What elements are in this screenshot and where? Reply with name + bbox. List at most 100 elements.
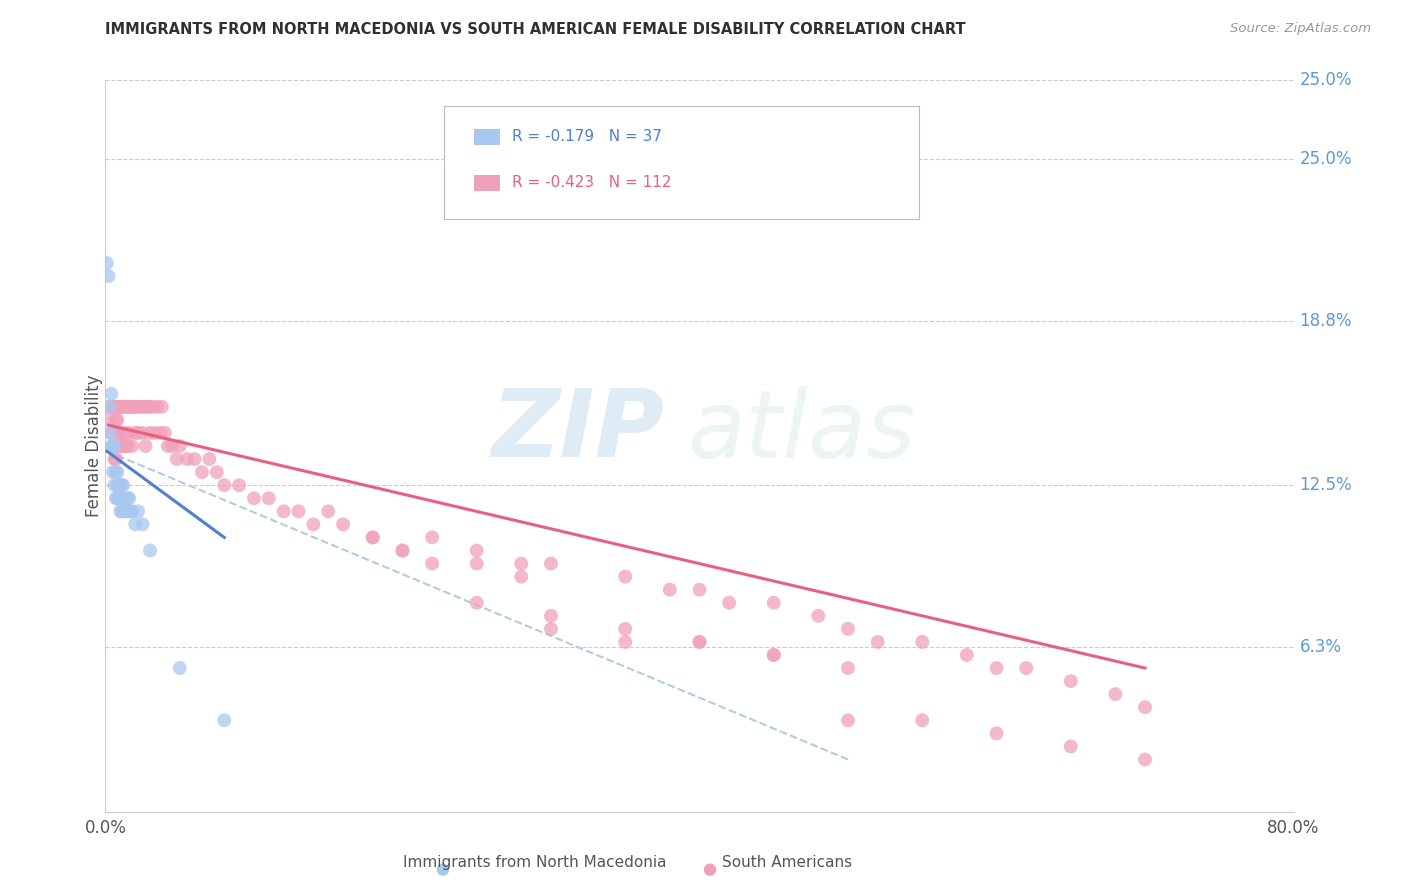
Point [153,425,176,440]
Point [699,863,721,877]
Point [911,714,934,728]
Point [287,504,309,518]
Point [762,596,785,610]
Point [807,608,830,623]
Point [1133,752,1156,766]
Point [127,400,149,414]
Point [129,400,152,414]
Text: R = -0.423   N = 112: R = -0.423 N = 112 [512,175,671,190]
Point [540,608,562,623]
Point [837,661,859,675]
Point [149,425,172,440]
Point [169,439,191,453]
Point [118,491,141,506]
Point [98,400,121,414]
Point [96,256,118,270]
Point [101,439,124,453]
Point [465,557,488,571]
Point [103,439,125,453]
Point [198,452,221,467]
Point [183,452,205,467]
Point [103,452,125,467]
Point [121,504,143,518]
Point [98,413,121,427]
Point [420,530,443,544]
Point [332,517,354,532]
Point [214,478,236,492]
Point [104,452,127,467]
Point [837,714,859,728]
Point [114,504,136,518]
Point [115,504,138,518]
Point [131,517,153,532]
Point [316,504,339,518]
Point [111,439,134,453]
Point [105,465,128,479]
Point [689,582,711,597]
Point [143,425,166,440]
Point [104,465,127,479]
Point [131,425,153,440]
Point [108,491,131,506]
Point [169,661,191,675]
Point [101,465,124,479]
Point [127,504,149,518]
Point [1015,661,1038,675]
Point [121,400,143,414]
Point [103,400,125,414]
Point [110,400,132,414]
Y-axis label: Female Disability: Female Disability [86,375,103,517]
Point [391,543,413,558]
Point [124,517,146,532]
Point [658,582,681,597]
Point [115,400,138,414]
Text: Immigrants from North Macedonia: Immigrants from North Macedonia [402,855,666,870]
Point [150,400,173,414]
Text: ZIP: ZIP [491,385,664,477]
Point [205,465,228,479]
Point [114,400,136,414]
Point [243,491,266,506]
Point [124,400,146,414]
Point [111,504,134,518]
Point [100,439,122,453]
Point [718,596,741,610]
Point [689,635,711,649]
Point [112,478,135,492]
Point [112,439,135,453]
Point [1060,739,1083,754]
Point [103,478,125,492]
Point [108,400,131,414]
Point [1104,687,1126,701]
Point [156,439,179,453]
Point [97,269,120,284]
Point [114,425,136,440]
Text: 18.8%: 18.8% [1299,311,1353,330]
Point [361,530,384,544]
Point [432,863,454,877]
Point [110,439,132,453]
Point [98,425,121,440]
Point [166,452,188,467]
Point [510,557,533,571]
Point [228,478,250,492]
Point [465,596,488,610]
Point [273,504,295,518]
Point [100,425,122,440]
Point [122,400,145,414]
Point [104,491,127,506]
Point [104,400,127,414]
Point [117,439,139,453]
Text: South Americans: South Americans [723,855,852,870]
Text: IMMIGRANTS FROM NORTH MACEDONIA VS SOUTH AMERICAN FEMALE DISABILITY CORRELATION : IMMIGRANTS FROM NORTH MACEDONIA VS SOUTH… [105,22,966,37]
Point [110,478,132,492]
Point [127,425,149,440]
FancyBboxPatch shape [474,128,501,145]
Point [97,400,120,414]
Point [540,557,562,571]
Point [136,400,159,414]
Point [956,648,979,662]
Point [986,661,1008,675]
Text: R = -0.179   N = 37: R = -0.179 N = 37 [512,129,662,145]
Point [121,439,143,453]
